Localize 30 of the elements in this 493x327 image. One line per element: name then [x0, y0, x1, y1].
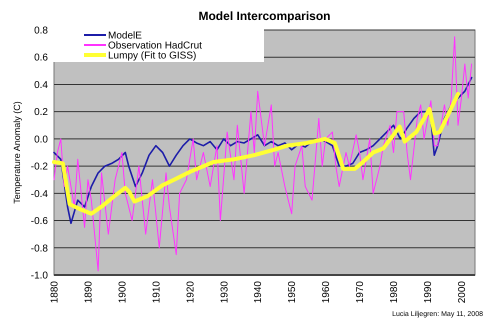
chart-title: Model Intercomparison — [198, 9, 331, 23]
y-axis-title: Temperature Anomaly (C) — [12, 101, 22, 204]
legend-label: ModelE — [108, 30, 142, 42]
y-tick-label: -1.0 — [30, 270, 48, 282]
y-tick-label: 0.2 — [34, 107, 48, 118]
y-tick-label: -0.4 — [30, 188, 48, 200]
line-series — [52, 92, 460, 216]
y-tick-label: 0.6 — [34, 52, 48, 64]
x-tick-label: 1920 — [185, 280, 196, 304]
x-tick-label: 1880 — [50, 280, 60, 304]
y-tick-label: -0.2 — [30, 162, 48, 173]
x-tick-label: 2000 — [456, 280, 468, 304]
x-tick-label: 1930 — [219, 280, 230, 304]
y-tick-label: -0.6 — [30, 216, 48, 228]
x-tick-label: 1990 — [422, 280, 434, 304]
x-tick-label: 1950 — [287, 280, 298, 304]
y-tick-label: 0.0 — [34, 134, 48, 146]
x-tick-label: 1910 — [151, 280, 162, 304]
x-tick-label: 1970 — [355, 280, 366, 304]
x-tick-label: 1980 — [389, 280, 400, 304]
legend-label: Lumpy (Fit to GISS) — [108, 50, 196, 62]
legend-label: Observation HadCrut — [108, 40, 202, 52]
y-tick-label: -0.8 — [30, 243, 48, 254]
y-tick-label: 0.4 — [34, 80, 48, 91]
x-tick-label: 1960 — [321, 280, 332, 304]
x-tick-label: 1890 — [83, 280, 94, 304]
line-series — [53, 76, 472, 224]
x-tick-label: 1900 — [117, 280, 128, 304]
y-tick-label: 0.8 — [34, 26, 48, 36]
x-tick-label: 1940 — [253, 280, 264, 304]
